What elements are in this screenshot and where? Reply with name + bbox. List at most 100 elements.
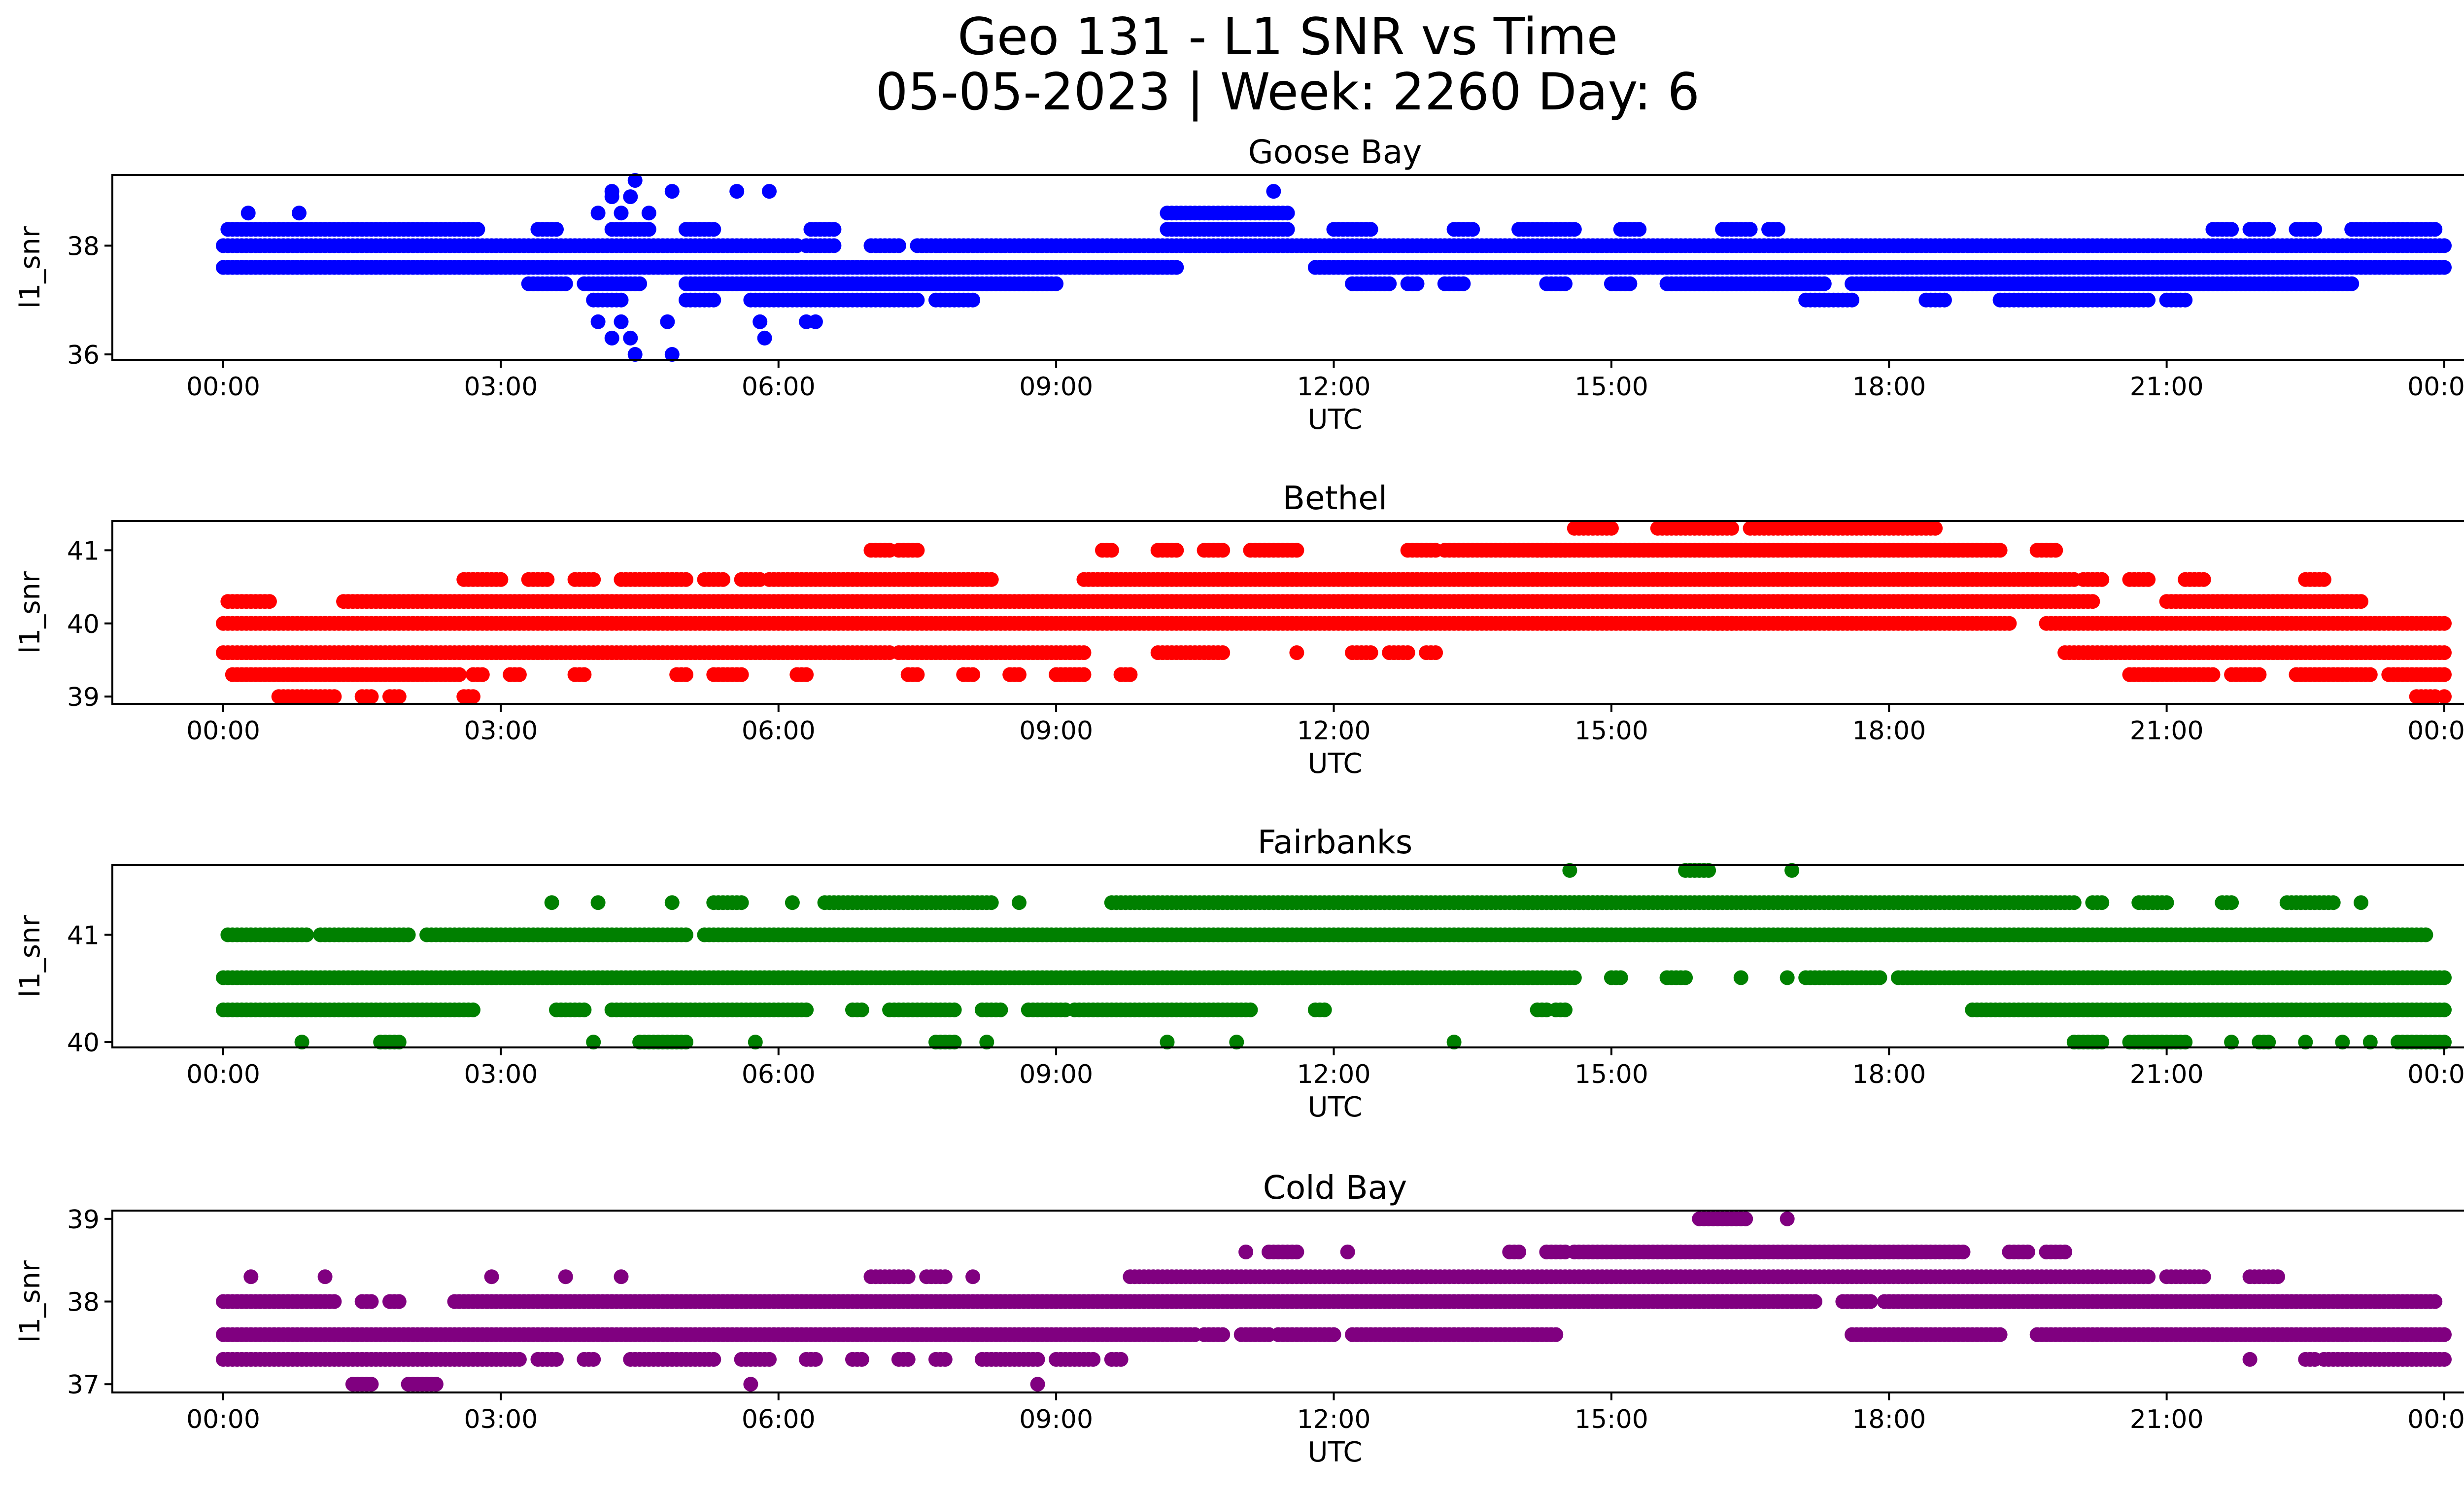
data-point xyxy=(1104,543,1119,558)
x-tick-label: 00:00 xyxy=(2407,716,2464,746)
y-tick-label: 36 xyxy=(67,341,100,370)
data-point xyxy=(2418,927,2433,942)
data-point xyxy=(1076,667,1092,682)
data-point xyxy=(1382,276,1397,291)
data-point xyxy=(1289,645,1304,661)
data-point xyxy=(2428,222,2443,237)
data-point xyxy=(891,238,906,253)
data-point xyxy=(1215,543,1231,558)
x-tick-label: 09:00 xyxy=(1019,372,1093,402)
data-point xyxy=(240,206,256,221)
data-point xyxy=(854,1002,869,1017)
data-point xyxy=(2224,222,2239,237)
data-point xyxy=(1465,222,1480,237)
data-point xyxy=(1558,1002,1573,1017)
data-point xyxy=(299,927,314,942)
data-point xyxy=(2094,572,2110,587)
data-point xyxy=(2437,616,2452,631)
y-tick-label: 39 xyxy=(67,683,100,712)
data-point xyxy=(544,895,559,910)
data-point xyxy=(1169,543,1184,558)
scatter-points xyxy=(216,173,2452,362)
subplot-title: Bethel xyxy=(1283,479,1388,517)
data-point xyxy=(1266,184,1281,199)
data-point xyxy=(1049,276,1064,291)
data-point xyxy=(679,927,693,942)
data-point xyxy=(799,1002,814,1017)
data-point xyxy=(2437,970,2452,985)
data-point xyxy=(679,667,693,682)
data-point xyxy=(664,184,680,199)
data-point xyxy=(1992,543,2008,558)
plot-frame xyxy=(111,174,2464,361)
data-point xyxy=(2344,276,2360,291)
data-point xyxy=(1428,645,1443,661)
data-point xyxy=(2437,689,2452,704)
x-tick-label: 06:00 xyxy=(742,372,816,402)
x-tick-label: 15:00 xyxy=(1574,716,1648,746)
data-point xyxy=(1743,222,1758,237)
data-point xyxy=(466,1002,480,1017)
data-point xyxy=(1400,645,1415,661)
data-point xyxy=(2307,222,2323,237)
data-point xyxy=(590,314,606,329)
data-point xyxy=(984,895,999,910)
data-point xyxy=(1567,616,1582,631)
data-point xyxy=(1280,206,1295,221)
data-point xyxy=(2316,572,2331,587)
data-point xyxy=(493,572,509,587)
figure-title-line-1: Geo 131 - L1 SNR vs Time xyxy=(958,7,1618,67)
data-point xyxy=(1012,667,1027,682)
data-point xyxy=(1770,222,1785,237)
x-tick-label: 18:00 xyxy=(1852,372,1926,402)
data-point xyxy=(627,173,643,188)
x-tick-label: 12:00 xyxy=(1297,716,1371,746)
data-point xyxy=(1289,543,1304,558)
data-point xyxy=(1409,276,1425,291)
data-point xyxy=(1169,260,1184,275)
x-tick-label: 00:00 xyxy=(186,372,260,402)
data-point xyxy=(614,292,629,308)
data-point xyxy=(2362,667,2378,682)
subplot-title: Goose Bay xyxy=(1248,133,1422,171)
data-point xyxy=(451,667,467,682)
data-point xyxy=(2002,616,2017,631)
data-point xyxy=(614,314,629,329)
data-point xyxy=(1280,222,1295,237)
data-point xyxy=(2141,572,2156,587)
data-point xyxy=(993,1002,1008,1017)
data-point xyxy=(1872,970,1887,985)
data-point xyxy=(1724,616,1739,631)
data-point xyxy=(2354,895,2368,910)
y-axis-label: l1_snr xyxy=(14,226,46,309)
x-axis-label: UTC xyxy=(1307,404,1362,436)
x-tick-label: 00:00 xyxy=(186,716,260,746)
data-point xyxy=(1363,222,1378,237)
data-point xyxy=(512,667,527,682)
data-point xyxy=(826,222,842,237)
data-point xyxy=(2437,667,2452,682)
data-point xyxy=(664,347,680,362)
data-point xyxy=(910,292,925,308)
data-point xyxy=(2354,594,2368,609)
x-axis-label: UTC xyxy=(1307,748,1362,780)
data-point xyxy=(1816,276,1832,291)
data-point xyxy=(327,689,342,704)
data-point xyxy=(627,347,643,362)
data-point xyxy=(2437,238,2452,253)
data-point xyxy=(706,222,721,237)
data-point xyxy=(1613,970,1628,985)
scatter-points xyxy=(216,521,2452,704)
data-point xyxy=(1567,970,1582,985)
data-point xyxy=(641,222,656,237)
data-point xyxy=(2437,260,2452,275)
data-point xyxy=(1123,667,1138,682)
data-point xyxy=(401,927,416,942)
data-point xyxy=(577,667,592,682)
data-point xyxy=(2196,572,2211,587)
data-point xyxy=(679,572,693,587)
data-point xyxy=(2048,543,2063,558)
data-point xyxy=(1567,222,1582,237)
data-point xyxy=(965,292,981,308)
